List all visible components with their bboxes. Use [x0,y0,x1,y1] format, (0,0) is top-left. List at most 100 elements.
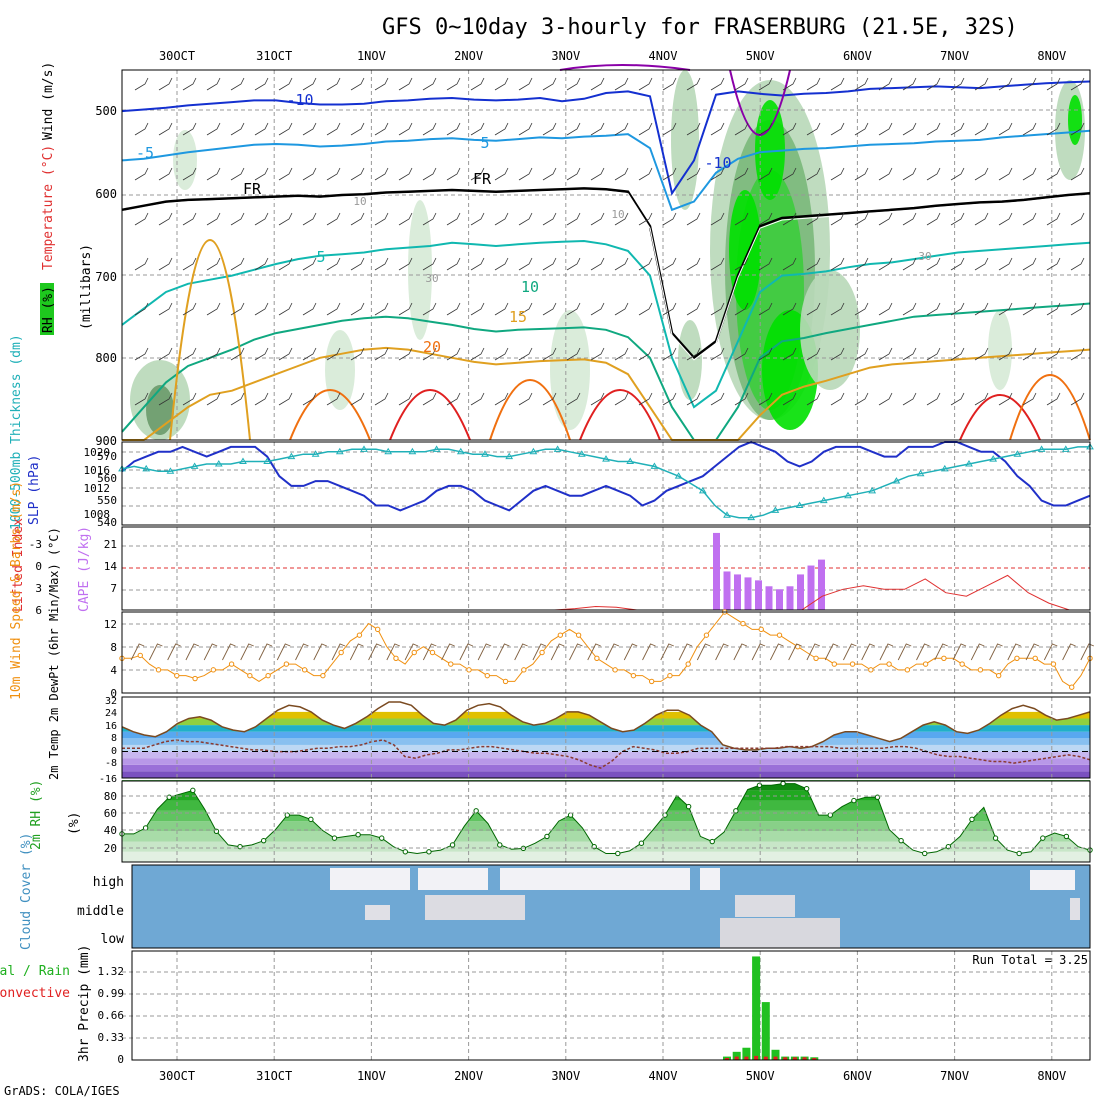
isotherm-warm [1009,374,1091,441]
wind-barb [590,347,605,361]
wind-barb [662,77,677,91]
wind-barb [326,122,341,136]
isotherm-5 [121,239,1091,409]
wind-barb [998,392,1013,406]
wind-barb-surface [970,643,985,661]
wind-barb [374,77,389,91]
wind-barb [446,77,461,91]
wind-speed-point [575,632,582,638]
wind-barb [182,212,197,226]
wind-barb-surface [1080,643,1095,661]
y-tick-label: 700 [95,270,117,284]
wind-barb [902,302,917,316]
wind-barb [614,122,629,136]
wind-barb [254,257,269,271]
wind-barb [446,302,461,316]
wind-barb [926,302,941,316]
wind-barb-surface [295,643,309,661]
y-tick-label: 0 [111,746,117,757]
wind-barb [614,77,629,91]
wind-barb [806,212,821,226]
y-tick-label: -8 [105,758,117,769]
wind-barb [686,77,701,91]
cape-axis-label: CAPE (J/kg) [77,526,92,612]
y-tick-label: 16 [105,721,117,732]
thickness-marker [505,452,514,460]
wind-speed-point [941,655,947,661]
y-tick-label: 900 [95,434,117,448]
wind-barb [470,392,485,406]
cape-bar [755,580,762,610]
wind-barb [950,257,965,271]
temp-axis-label: 2m Temp 2m DewPt (6hr Min/Max) (°C) [47,527,61,780]
wind-barb [206,302,221,316]
wind-barb [374,302,389,316]
precip-convective-label: Convective [0,986,70,1001]
wind-barb [1046,122,1061,136]
x-tick-label-top: 6NOV [843,49,872,63]
wind-barb-surface [459,643,474,661]
cape-bar [786,586,794,610]
rh-axis-label: RH (%) [41,286,56,333]
wind-barb [638,302,653,316]
wind-barb [374,212,389,226]
y-tick-label: -3 [29,538,42,551]
rh-point [709,838,715,845]
rh-point [567,812,574,818]
wind-barb [302,302,317,316]
wind-barb [662,257,677,271]
temperature-axis-label: Temperature (°C) [41,145,56,270]
thickness-marker [674,472,683,479]
wind-barb [662,122,677,136]
wind-speed-point [539,649,545,656]
rh-point [638,840,645,846]
wind-barb [782,167,797,181]
wind-speed-point [374,626,381,633]
wind-barb-surface [916,643,930,661]
wind-barb-surface [1043,643,1058,661]
wind-barb [494,392,509,406]
x-tick-label-bottom: 8NOV [1037,1069,1066,1083]
wind-speed-point [849,661,856,667]
wind-barb-surface [642,643,656,661]
wind-barb [926,257,941,271]
wind-barb [158,77,173,91]
wind-barb-surface [660,643,674,661]
wind-barb [662,392,677,406]
wind-barb [470,257,485,271]
wind-barb [998,212,1013,226]
rh-point [803,785,810,792]
wind-barb [494,257,509,271]
wind-barb [566,122,581,136]
cloud-block [330,868,410,890]
wind-barb [326,347,341,361]
wind-barb [398,77,413,91]
wind-barb [806,122,821,136]
wind-speed-point [667,672,673,679]
wind-barb [566,212,581,226]
wind-speed-point [448,661,454,667]
thickness-marker [650,462,659,469]
wind-barb-surface [806,643,821,661]
wind-barb-surface [843,643,857,661]
wind-speed-point [630,672,637,679]
contour-label: -5 [136,144,154,162]
convective-bar [734,1056,739,1060]
thickness-line [121,446,1090,519]
wind-barb-surface [861,643,875,661]
cloud-block [1070,898,1080,920]
wind-barb [398,392,413,406]
convective-bar [754,1055,759,1060]
thickness-marker [1061,445,1070,452]
wind-barb [134,347,149,361]
wind-barb [950,167,965,181]
wind-barb [182,77,197,91]
wind-barb [278,167,293,181]
wind-barb [734,77,749,91]
wind-barb [206,257,221,271]
wind-barb-surface [897,643,912,661]
y-tick-label: 0.66 [98,1009,125,1022]
wind-barb [542,347,557,361]
wind-barb [1070,212,1085,226]
rh-point [142,825,149,831]
